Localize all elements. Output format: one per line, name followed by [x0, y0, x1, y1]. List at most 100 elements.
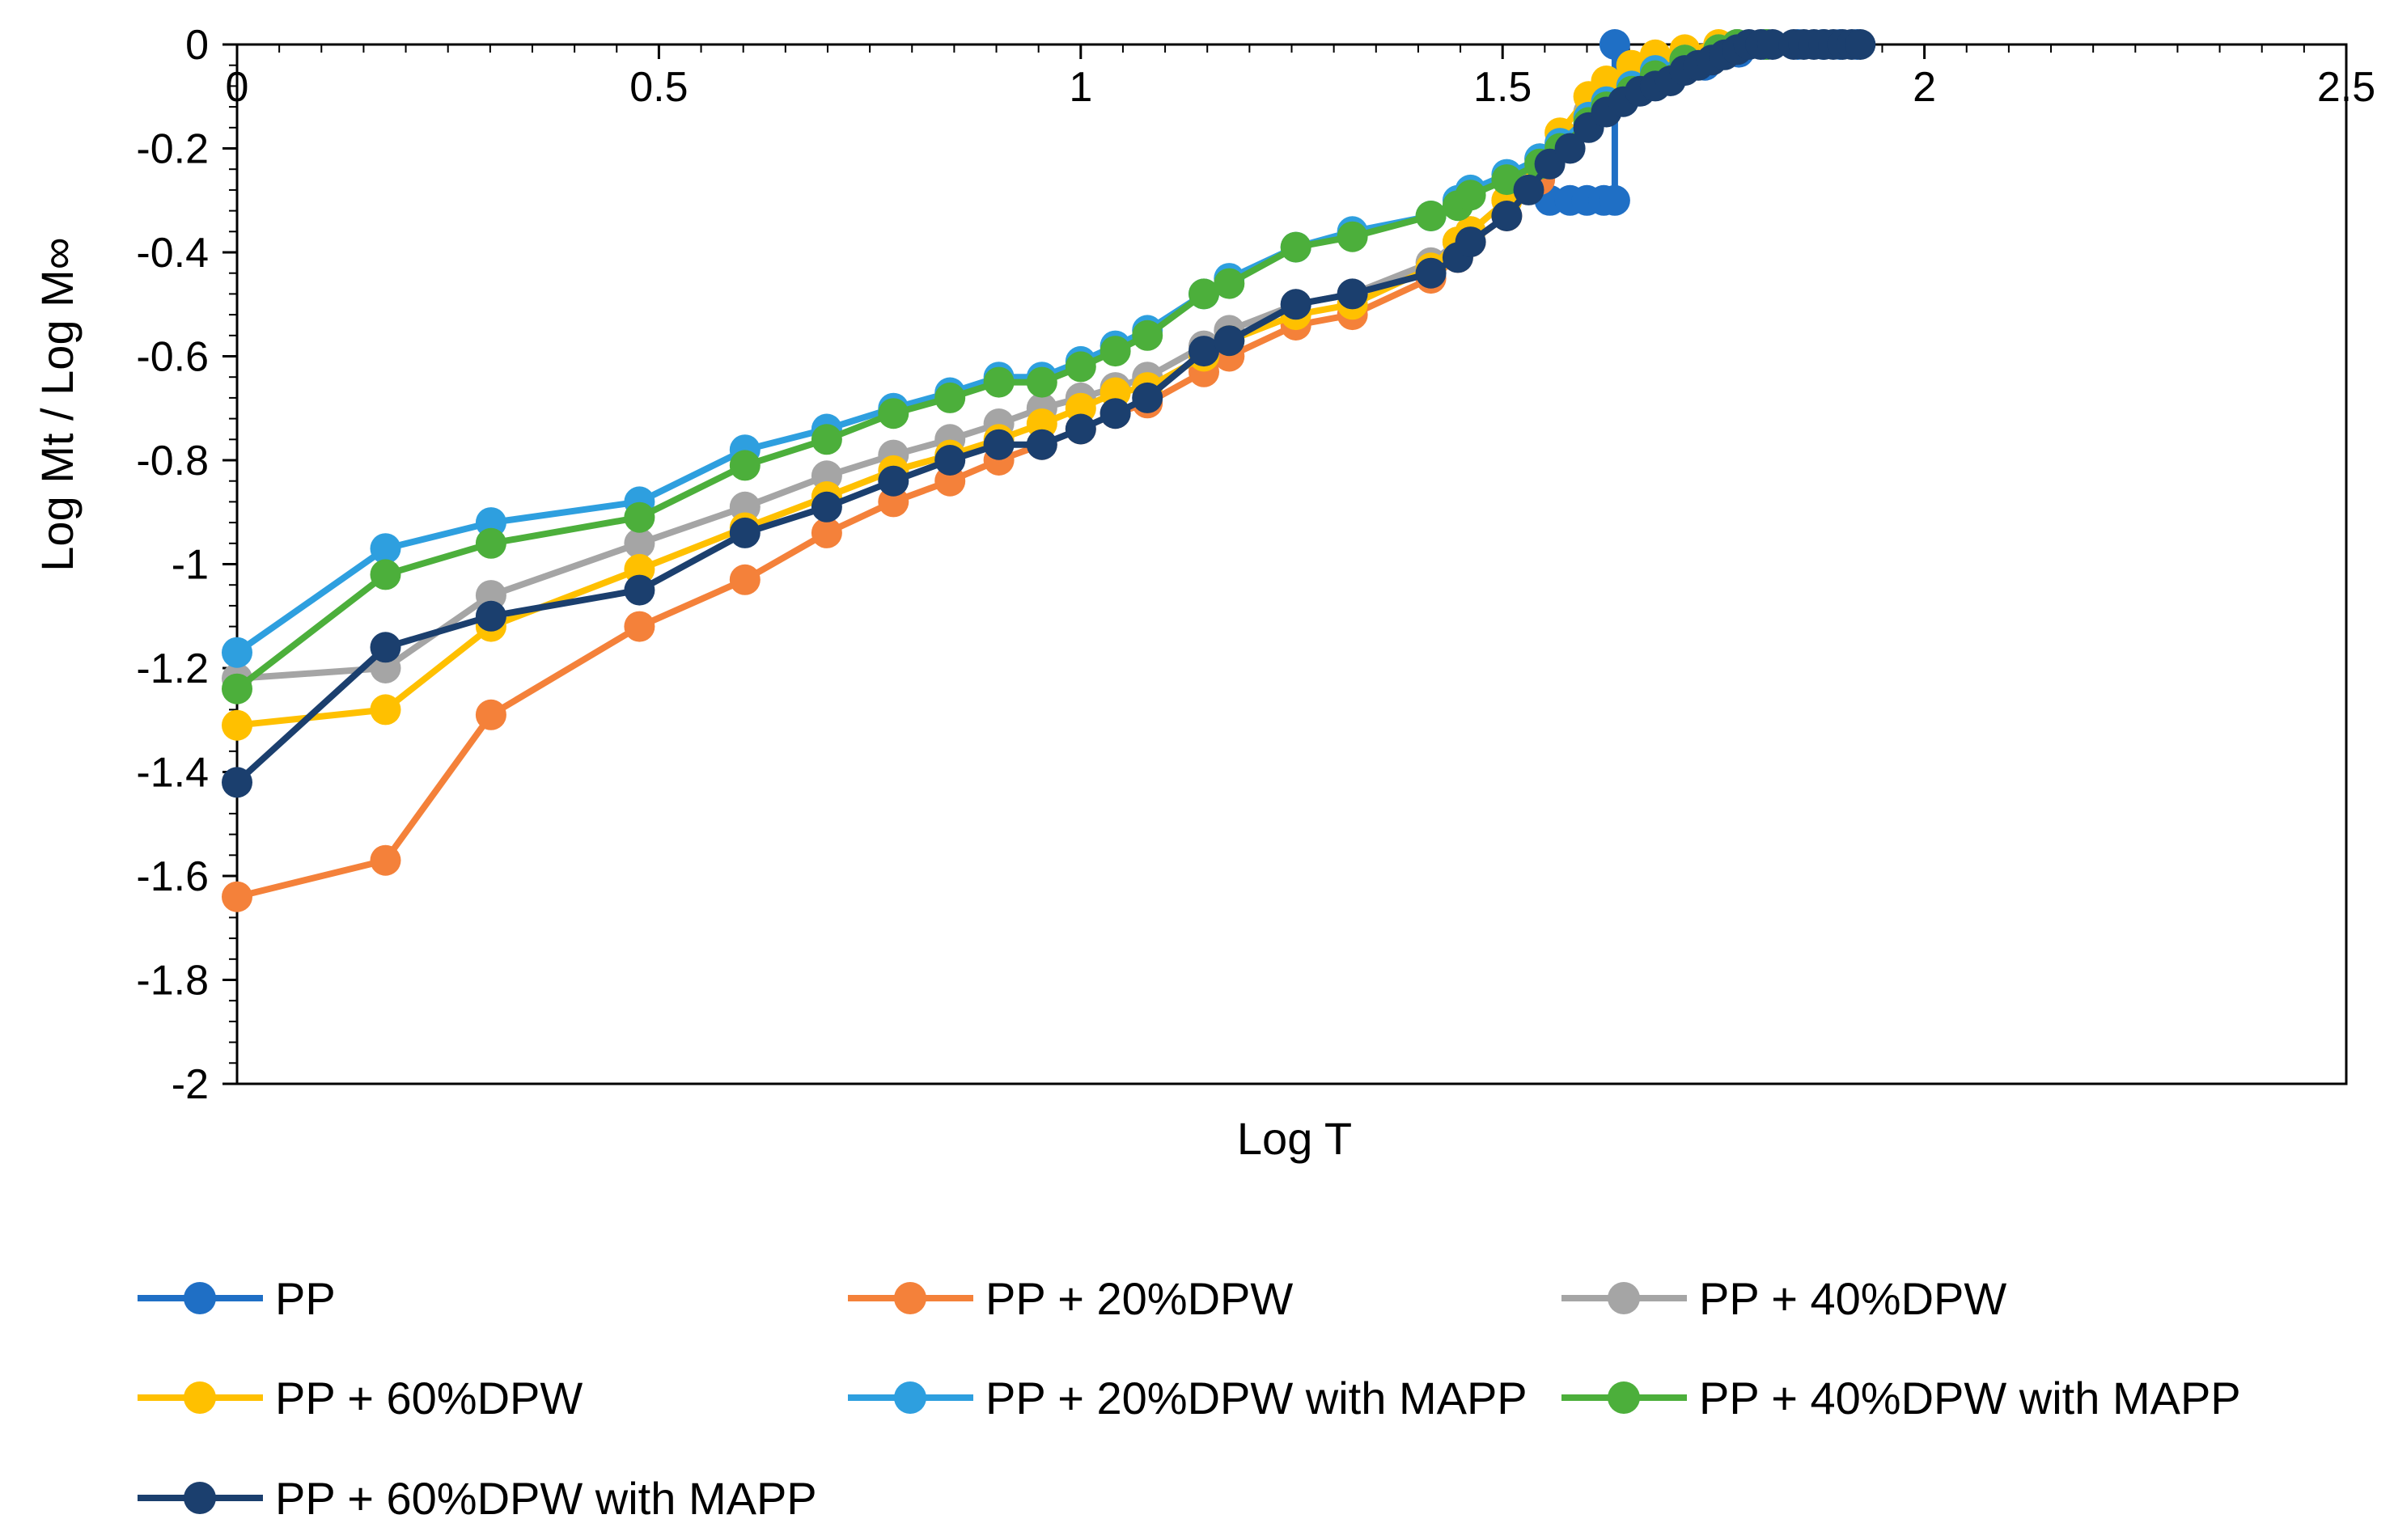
legend-label: PP + 60%DPW with MAPP [275, 1473, 817, 1524]
data-point [624, 574, 655, 606]
data-point [983, 366, 1015, 398]
legend: PP PP + 20%DPW PP + 40%DPW PP + 60%DPW PP + … [138, 1273, 2241, 1524]
y-tick-label: -0.6 [136, 334, 209, 381]
y-tick-label: -2 [172, 1061, 209, 1108]
data-point [729, 517, 761, 548]
data-point [370, 533, 401, 565]
data-point [729, 450, 761, 481]
legend-swatch-marker [1608, 1381, 1640, 1414]
data-point [983, 429, 1015, 460]
plot-border [235, 43, 2348, 1085]
y-axis-ticks: 0 -0.2 -0.4 -0.6 -0.8 -1 -1.2 -1.4 -1.6 -1.8 -2 [136, 22, 237, 1108]
y-tick-label: -1.6 [136, 853, 209, 900]
data-point [1280, 231, 1311, 263]
x-tick-label: 1 [1069, 64, 1092, 111]
series-group [222, 29, 1876, 798]
y-tick-label: -1.2 [136, 645, 209, 692]
data-point [222, 637, 252, 668]
data-point [1214, 325, 1245, 357]
data-point [222, 673, 252, 704]
data-point [1280, 289, 1311, 320]
data-point [811, 424, 842, 455]
data-point [370, 694, 401, 726]
axis-minor-ticks [229, 44, 2347, 1085]
legend-item: PP + 40%DPW with MAPP [1561, 1373, 2241, 1424]
data-point [1513, 174, 1544, 205]
data-point [1026, 366, 1057, 398]
y-tick-label: -0.8 [136, 438, 209, 484]
data-point [370, 844, 401, 876]
data-point [1065, 351, 1096, 383]
y-tick-label: -1.8 [136, 958, 209, 1005]
legend-item: PP + 20%DPW with MAPP [848, 1373, 1527, 1424]
data-point [624, 611, 655, 642]
legend-swatch-marker [1608, 1282, 1640, 1314]
series-layer [222, 29, 1876, 912]
legend-label: PP + 40%DPW with MAPP [1699, 1373, 2241, 1424]
y-tick-label: -0.2 [136, 126, 209, 173]
data-point [1599, 184, 1630, 216]
data-point [1214, 268, 1245, 299]
legend-label: PP + 60%DPW [275, 1373, 583, 1424]
x-tick-label: 2.5 [2317, 64, 2375, 111]
legend-item: PP + 60%DPW with MAPP [138, 1473, 817, 1524]
x-axis-title: Log T [1237, 1113, 1352, 1164]
data-point [222, 709, 252, 741]
legend-item: PP + 60%DPW [138, 1373, 583, 1424]
data-point [370, 632, 401, 663]
data-point [878, 465, 909, 497]
y-tick-label: -1 [172, 542, 209, 589]
data-point [1415, 201, 1447, 231]
data-point [1845, 29, 1876, 60]
data-point [811, 491, 842, 522]
x-axis-ticks: 0 0.5 1 1.5 2 2.5 [226, 44, 2375, 111]
data-point [475, 527, 506, 559]
data-point [1599, 29, 1630, 60]
data-point [1337, 221, 1368, 252]
legend-label: PP + 40%DPW [1699, 1273, 2006, 1324]
data-point [1415, 257, 1447, 289]
x-tick-label: 0.5 [629, 64, 688, 111]
data-point [811, 517, 842, 548]
data-point [222, 767, 252, 798]
data-point [1189, 278, 1219, 310]
data-point [370, 559, 401, 590]
legend-label: PP + 20%DPW with MAPP [985, 1373, 1527, 1424]
data-point [1132, 382, 1163, 413]
x-tick-label: 0 [226, 64, 249, 111]
data-point [934, 382, 966, 413]
y-tick-label: 0 [185, 22, 209, 69]
data-point [1337, 278, 1368, 310]
data-point [475, 699, 506, 730]
data-point [475, 600, 506, 632]
x-tick-label: 1.5 [1473, 64, 1532, 111]
data-point [1455, 180, 1486, 211]
legend-item: PP + 40%DPW [1561, 1273, 2006, 1324]
legend-swatch-marker [894, 1282, 926, 1314]
data-point [1100, 336, 1131, 367]
data-point [624, 501, 655, 533]
data-point [1554, 133, 1586, 164]
data-point [1026, 429, 1057, 460]
legend-swatch-marker [184, 1381, 216, 1414]
y-tick-label: -1.4 [136, 750, 209, 797]
legend-swatch-marker [184, 1482, 216, 1514]
data-point [1756, 29, 1788, 60]
data-point [729, 564, 761, 595]
legend-label: PP [275, 1273, 336, 1324]
data-point [1132, 319, 1163, 351]
legend-item: PP [138, 1273, 336, 1324]
legend-label: PP + 20%DPW [985, 1273, 1293, 1324]
data-point [624, 527, 655, 559]
data-point [1100, 398, 1131, 429]
legend-swatch-marker [894, 1381, 926, 1414]
x-tick-label: 2 [1913, 64, 1936, 111]
data-point [222, 881, 252, 912]
data-point [1491, 201, 1523, 231]
series-line [234, 41, 1770, 682]
data-point [1065, 413, 1096, 445]
series-line [234, 41, 1770, 656]
legend-item: PP + 20%DPW [848, 1273, 1293, 1324]
